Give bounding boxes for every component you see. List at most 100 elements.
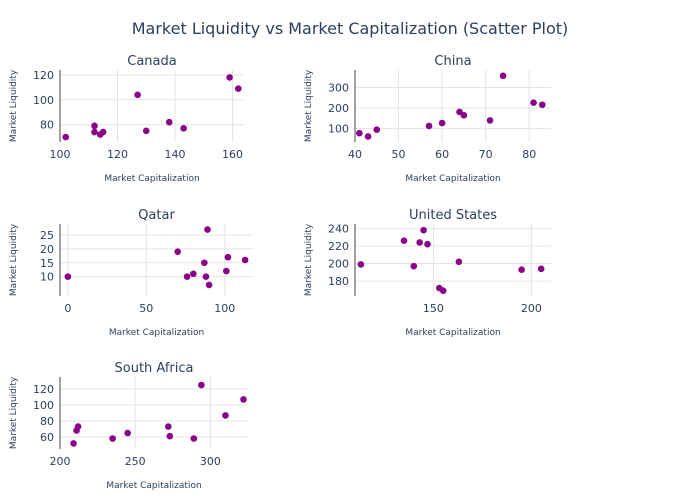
x-axis-title: Market Capitalization xyxy=(106,481,201,491)
y-tick-label: 15 xyxy=(40,257,54,270)
data-point xyxy=(223,267,230,275)
x-tick-label: 200 xyxy=(521,302,542,315)
data-point xyxy=(356,129,363,137)
data-point xyxy=(538,101,546,109)
data-point xyxy=(190,270,197,278)
y-tick-label: 80 xyxy=(40,119,54,132)
x-axis-title: Market Capitalization xyxy=(104,174,199,184)
y-axis-title: Market Liquidity xyxy=(9,69,19,142)
data-point xyxy=(234,85,242,92)
y-axis-title: Market Liquidity xyxy=(304,223,314,296)
data-point xyxy=(183,273,191,280)
data-point xyxy=(180,125,187,132)
subplot-canada: 100 120 140 160 80 100 120 Canada Market Capital… xyxy=(9,54,244,184)
y-axis-title: Market Liquidity xyxy=(304,69,314,142)
y-tick-label: 20 xyxy=(40,243,54,256)
x-tick-label: 100 xyxy=(50,148,71,161)
y-tick-label: 120 xyxy=(33,69,54,82)
data-point xyxy=(62,133,70,141)
subplot-united-states: 150 200 180 200 220 240 United States Market Ca… xyxy=(304,208,551,338)
y-tick-label: 100 xyxy=(328,123,349,136)
data-point xyxy=(99,128,107,136)
subplot-title: South Africa xyxy=(115,361,194,376)
subplot-title: United States xyxy=(409,208,497,223)
data-point xyxy=(241,256,249,264)
data-point xyxy=(416,239,423,246)
x-tick-label: 40 xyxy=(348,148,362,161)
data-point xyxy=(400,237,408,244)
data-point xyxy=(165,118,173,126)
data-point xyxy=(124,429,131,437)
y-tick-label: 10 xyxy=(40,271,54,284)
subplot-title: Qatar xyxy=(138,208,175,223)
y-axis-title: Market Liquidity xyxy=(9,376,19,449)
y-tick-label: 220 xyxy=(328,240,349,253)
x-tick-label: 0 xyxy=(64,302,71,315)
data-point xyxy=(226,74,233,81)
x-tick-label: 160 xyxy=(222,148,243,161)
data-point xyxy=(518,266,525,273)
y-tick-label: 100 xyxy=(33,399,54,412)
y-tick-label: 200 xyxy=(328,258,349,271)
y-tick-label: 240 xyxy=(328,222,349,235)
x-tick-label: 50 xyxy=(139,302,153,315)
x-tick-label: 250 xyxy=(125,455,146,468)
y-tick-label: 60 xyxy=(40,431,54,444)
y-tick-label: 300 xyxy=(328,81,349,94)
data-point xyxy=(439,287,447,295)
data-point xyxy=(142,127,150,135)
data-point xyxy=(425,122,433,130)
data-point xyxy=(70,440,77,447)
data-point xyxy=(373,126,381,133)
data-point xyxy=(364,133,372,140)
data-point xyxy=(537,265,545,273)
data-point xyxy=(74,423,82,430)
x-axis-title: Market Capitalization xyxy=(405,174,500,184)
data-point xyxy=(224,253,232,261)
x-tick-label: 50 xyxy=(392,148,406,161)
data-point xyxy=(499,72,507,80)
x-tick-label: 300 xyxy=(200,455,221,468)
data-point xyxy=(134,91,141,99)
y-tick-label: 200 xyxy=(328,102,349,115)
x-tick-label: 70 xyxy=(479,148,493,161)
x-tick-label: 100 xyxy=(214,302,235,315)
subplot-china: 40 50 60 70 80 100 200 300 China Market Capitaliz… xyxy=(304,54,551,184)
subplot-title: China xyxy=(434,54,471,69)
data-point xyxy=(64,273,72,280)
data-point xyxy=(240,396,247,403)
subplot-title: Canada xyxy=(127,54,176,69)
x-tick-label: 200 xyxy=(50,455,71,468)
data-point xyxy=(460,111,468,119)
data-point xyxy=(91,122,98,130)
y-tick-label: 80 xyxy=(40,415,54,428)
data-point xyxy=(204,226,211,233)
data-point xyxy=(424,240,431,248)
data-point xyxy=(174,248,181,255)
x-axis-title: Market Capitalization xyxy=(405,328,500,338)
data-point xyxy=(201,259,208,267)
data-point xyxy=(486,117,494,124)
y-tick-label: 180 xyxy=(328,275,349,288)
data-point xyxy=(91,128,98,136)
x-axis-title: Market Capitalization xyxy=(109,328,204,338)
x-tick-label: 80 xyxy=(522,148,536,161)
data-point xyxy=(410,262,418,270)
x-tick-label: 150 xyxy=(423,302,444,315)
data-point xyxy=(357,261,365,268)
data-point xyxy=(190,435,198,442)
data-point xyxy=(198,381,205,389)
data-point xyxy=(109,435,116,442)
chart-main-title: Market Liquidity vs Market Capitalizatio… xyxy=(131,19,569,38)
data-point xyxy=(164,423,172,430)
data-point xyxy=(202,273,210,280)
x-tick-label: 60 xyxy=(435,148,449,161)
x-tick-label: 140 xyxy=(165,148,186,161)
subplot-south-africa: 200 250 300 60 80 100 120 South Africa Market Ca… xyxy=(9,361,248,491)
data-point xyxy=(205,281,213,289)
y-tick-label: 100 xyxy=(33,94,54,107)
data-point xyxy=(455,258,463,266)
data-point xyxy=(420,226,427,234)
